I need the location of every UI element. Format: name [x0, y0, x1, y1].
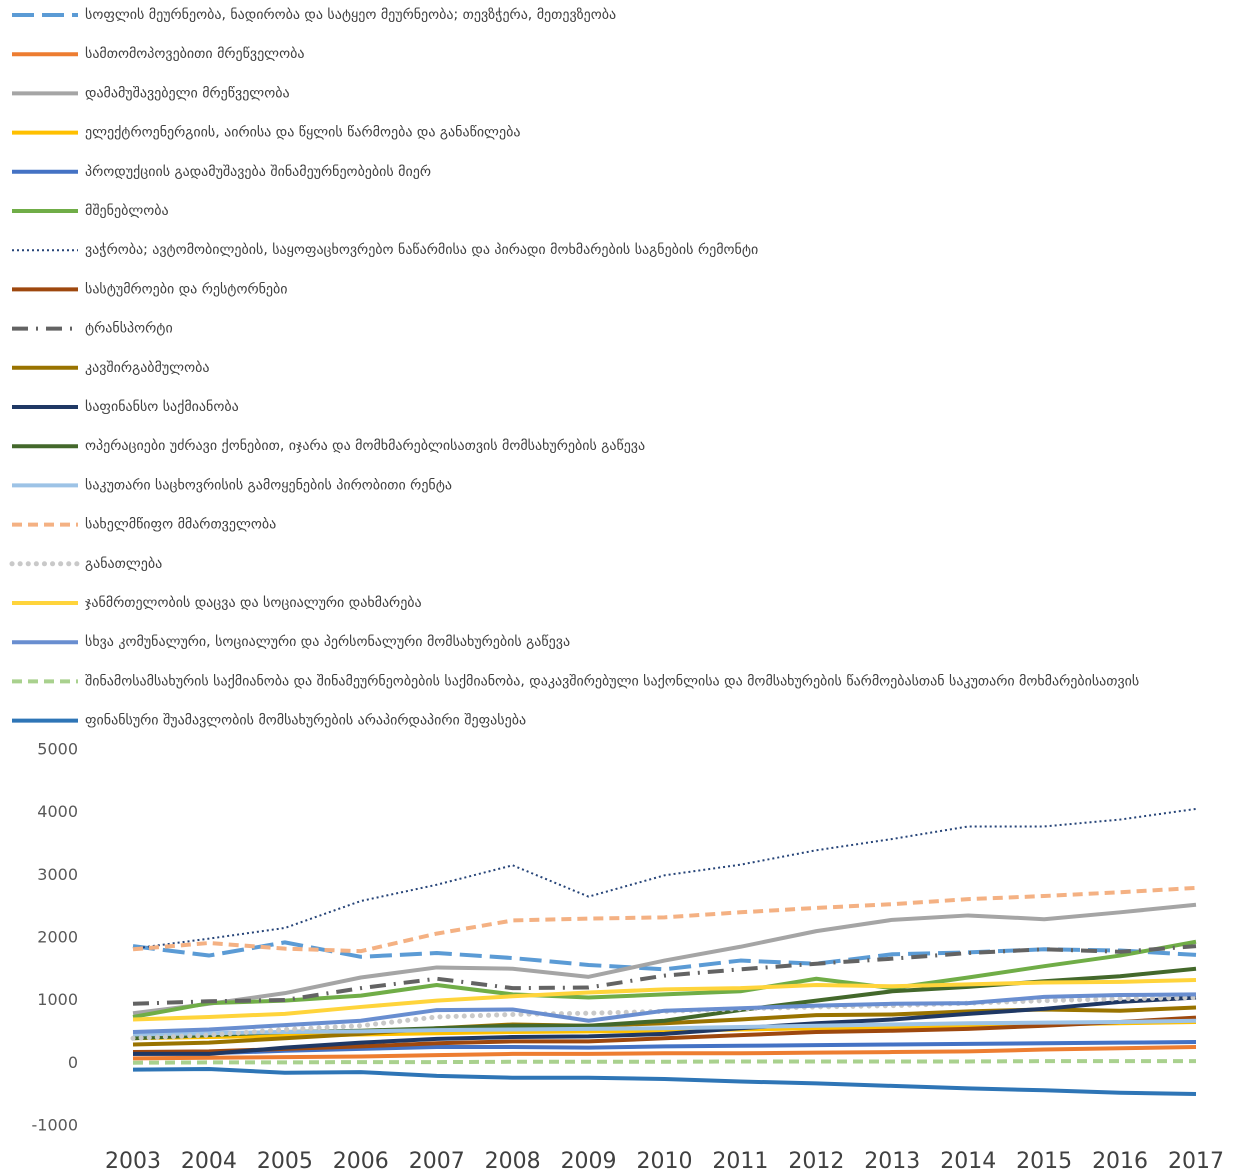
legend-label: სოფლის მეურნეობა, ნადირობა და სატყეო მეუ…	[85, 6, 616, 23]
series-line	[132, 1018, 1197, 1037]
x-tick-label: 2006	[333, 1149, 389, 1174]
series-line	[132, 1045, 1197, 1061]
y-tick-label: 2000	[37, 928, 78, 947]
legend-label: პროდუქციის გადამუშავება შინამეურნეობების…	[85, 163, 431, 180]
legend-label: სასტუმროები და რესტორნები	[85, 280, 288, 297]
legend-label: შინამოსამსახურის საქმიანობა და შინამეურნ…	[85, 672, 1139, 689]
legend-label: ტრანსპორტი	[85, 320, 173, 337]
series-line	[132, 902, 1197, 1016]
y-tick-label: 4000	[37, 802, 78, 821]
series-line	[133, 995, 1197, 1056]
legend-label: ფინანსური შუამავლობის მომსახურების არაპი…	[85, 712, 526, 729]
series-line	[132, 1059, 1196, 1065]
legend-label: სახელმწიფო მმართველობა	[85, 516, 276, 533]
series-line	[132, 807, 1197, 950]
series-line	[132, 1066, 1197, 1097]
legend-label: სამთომოპოვებითი მრეწველობა	[85, 45, 304, 62]
x-tick-label: 2015	[1016, 1149, 1072, 1174]
series-line	[132, 944, 1197, 1006]
legend-label: საკუთარი საცხოვრისის გამოყენების პირობით…	[85, 476, 452, 493]
x-tick-label: 2003	[105, 1149, 161, 1174]
series-line	[132, 885, 1197, 954]
series-line	[132, 1040, 1197, 1056]
legend-label: დამამუშავებელი მრეწველობა	[85, 84, 290, 101]
y-tick-label: -1000	[32, 1116, 79, 1135]
series-line	[132, 940, 1197, 972]
series-line	[132, 977, 1197, 1022]
series-line	[132, 992, 1197, 1034]
x-tick-label: 2014	[940, 1149, 996, 1174]
y-tick-label: 1000	[37, 990, 78, 1009]
legend-label: ელექტროენერგიის, აირისა და წყლის წარმოებ…	[85, 124, 520, 141]
y-tick-label: 0	[68, 1053, 78, 1072]
x-tick-label: 2004	[181, 1149, 237, 1174]
legend-label: მშენებლობა	[85, 203, 169, 219]
x-tick-label: 2016	[1092, 1149, 1148, 1174]
legend-label: კავშირგაბმულობა	[85, 359, 209, 376]
x-tick-label: 2011	[712, 1149, 768, 1174]
series-line	[132, 1015, 1197, 1055]
x-tick-label: 2010	[637, 1149, 693, 1174]
x-tick-label: 2013	[864, 1149, 920, 1174]
legend-label: საფინანსო საქმიანობა	[85, 399, 239, 415]
x-tick-label: 2005	[257, 1149, 313, 1174]
y-tick-label: 5000	[37, 740, 78, 759]
series-line	[132, 939, 1197, 1019]
legend-label: განათლება	[85, 556, 162, 572]
x-tick-label: 2017	[1168, 1149, 1224, 1174]
legend-label: ვაჭრობა; ავტომობილების, საყოფაცხოვრებო ნ…	[85, 241, 758, 258]
legend-label: სხვა კომუნალური, სოციალური და პერსონალურ…	[85, 633, 570, 650]
x-tick-label: 2007	[409, 1149, 465, 1174]
x-tick-label: 2012	[788, 1149, 844, 1174]
legend-label: ოპერაციები უძრავი ქონებით, იჯარა და მომხ…	[85, 437, 645, 454]
legend-label: ჯანმრთელობის დაცვა და სოციალური დახმარებ…	[85, 594, 422, 611]
y-tick-label: 3000	[37, 865, 78, 884]
x-tick-label: 2009	[561, 1149, 617, 1174]
x-tick-label: 2008	[485, 1149, 541, 1174]
